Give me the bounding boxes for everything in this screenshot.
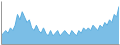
line: [1, 6, 119, 36]
marks: [1, 6, 119, 44]
y-axis: [1, 2, 2, 45]
area: [1, 6, 119, 44]
chart: [0, 0, 120, 45]
x-axis-line: [2, 44, 120, 45]
plot: [1, 2, 120, 45]
y-axis-line: [1, 2, 2, 45]
x-axis: [2, 44, 120, 45]
